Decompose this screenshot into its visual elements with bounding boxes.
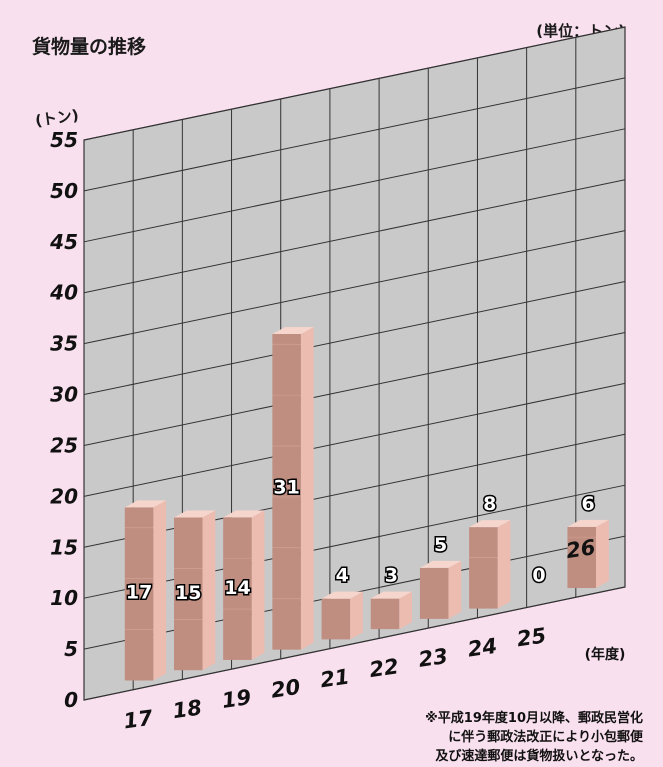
bar xyxy=(174,510,216,671)
x-tick-label: 20 xyxy=(270,675,302,703)
bar-front xyxy=(124,507,154,681)
bar-side xyxy=(399,591,412,630)
x-tick-label: 24 xyxy=(466,634,498,662)
x-axis-unit: (年度) xyxy=(585,646,626,663)
y-tick-label: 35 xyxy=(50,332,78,356)
y-tick-label: 0 xyxy=(64,688,78,712)
data-label: 15 xyxy=(175,582,201,604)
bar-front xyxy=(223,517,252,660)
x-tick-label: 21 xyxy=(319,665,351,693)
bars xyxy=(124,327,609,681)
y-tick-label: 40 xyxy=(49,281,78,305)
footnote: ※平成19年度10月以降、郵政民営化 に伴う郵政法改正により小包郵便 及び速達郵… xyxy=(425,710,644,764)
y-ticks: 0 5 10 15 20 25 30 35 40 45 50 55 xyxy=(49,128,78,712)
x-tick-label: 23 xyxy=(417,644,449,672)
y-tick-label: 15 xyxy=(50,535,78,559)
bar xyxy=(321,591,363,640)
gridline-y-0 xyxy=(83,586,626,701)
gridline-y-40 xyxy=(83,179,626,294)
y-tick-label: 45 xyxy=(49,230,78,254)
x-ticks: 17 18 19 20 21 22 23 24 25 26 xyxy=(122,535,597,733)
data-labels: 17 15 14 31 4 3 5 8 0 6 xyxy=(124,475,596,605)
bar-front xyxy=(174,517,203,671)
bar-top xyxy=(469,520,511,528)
gridline-y-25 xyxy=(83,331,626,446)
data-label: 0 xyxy=(532,564,545,586)
y-tick-label: 55 xyxy=(50,128,78,152)
bar-side xyxy=(251,510,265,660)
y-tick-label: 20 xyxy=(50,484,78,508)
data-label: 6 xyxy=(581,493,594,515)
bar-side xyxy=(202,510,216,671)
bar-front xyxy=(370,598,400,630)
gridline-y-45 xyxy=(83,128,626,243)
y-tick-label: 30 xyxy=(50,383,78,407)
bar-top xyxy=(419,560,462,568)
gridline-y-30 xyxy=(83,281,626,396)
bar-top xyxy=(272,327,314,334)
bar-top xyxy=(567,519,609,527)
data-label: 3 xyxy=(385,565,398,587)
y-tick-label: 5 xyxy=(64,637,78,661)
bar xyxy=(469,520,511,609)
data-label: 8 xyxy=(483,493,496,515)
data-label: 5 xyxy=(434,534,447,556)
bar-side xyxy=(596,519,609,588)
bar-front xyxy=(321,598,351,640)
y-tick-label: 50 xyxy=(50,179,78,203)
bar xyxy=(272,327,314,650)
gridline-y-50 xyxy=(83,77,626,192)
bar-top xyxy=(223,510,265,518)
bar xyxy=(567,519,609,589)
chart-title: 貨物量の推移 xyxy=(32,35,146,58)
bar-front xyxy=(469,527,498,609)
x-tick-label: 22 xyxy=(368,654,400,682)
data-label: 17 xyxy=(126,581,152,603)
bar-front xyxy=(419,567,449,619)
gridline-y-20 xyxy=(83,382,626,497)
bar-side xyxy=(300,327,314,650)
x-tick-label: 17 xyxy=(122,706,155,734)
bar-top xyxy=(321,591,363,599)
y-tick-label: 10 xyxy=(50,586,78,610)
bar-side xyxy=(497,520,511,609)
bar-side xyxy=(448,560,462,619)
gridline-y-55 xyxy=(83,26,626,141)
bar xyxy=(419,560,462,619)
gridline-y-35 xyxy=(83,230,626,345)
footnote-line-2: に伴う郵政法改正により小包郵便 xyxy=(448,729,644,745)
x-tick-label: 19 xyxy=(220,685,252,713)
data-label: 14 xyxy=(224,577,250,599)
bar-top xyxy=(124,500,167,508)
x-tick-label: 25 xyxy=(515,623,547,651)
y-axis-label: (トン) xyxy=(34,106,80,130)
footnote-line-3: 及び速達郵便は貨物扱いとなった。 xyxy=(435,748,643,764)
bar xyxy=(370,591,412,630)
bar xyxy=(223,510,265,660)
bar-top xyxy=(370,591,412,599)
bar-side xyxy=(350,591,363,640)
bar xyxy=(124,500,167,681)
y-tick-label: 25 xyxy=(50,433,78,457)
x-tick-label: 26 xyxy=(565,535,597,563)
data-label: 4 xyxy=(336,565,349,587)
bar-top xyxy=(174,510,216,518)
footnote-line-1: ※平成19年度10月以降、郵政民営化 xyxy=(425,710,643,726)
data-label: 31 xyxy=(273,477,299,499)
bar-front xyxy=(272,334,301,650)
x-tick-label: 18 xyxy=(171,695,203,723)
bar-side xyxy=(153,500,167,681)
